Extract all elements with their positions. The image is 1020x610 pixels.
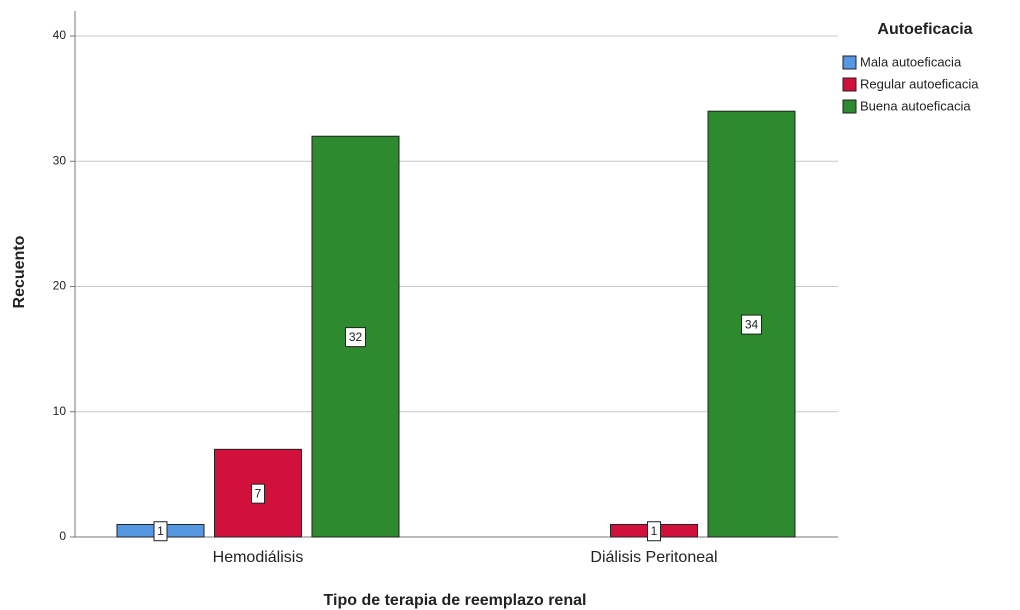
y-axis-title: Recuento: [11, 235, 28, 308]
y-tick-label: 20: [53, 279, 67, 293]
value-label-box: [647, 521, 661, 542]
x-tick-label: Diálisis Peritoneal: [590, 549, 717, 566]
legend-title: Autoeficacia: [877, 21, 972, 38]
y-tick-label: 0: [59, 529, 66, 543]
y-tick-label: 10: [53, 404, 67, 418]
legend-swatch: [842, 55, 857, 70]
legend-label: Buena autoeficacia: [860, 98, 971, 113]
legend-label: Regular autoeficacia: [860, 76, 979, 91]
legend-swatch: [842, 77, 857, 92]
value-label-box: [741, 314, 762, 335]
value-label: 1: [157, 524, 164, 538]
value-label: 1: [651, 524, 658, 538]
y-tick-label: 40: [53, 28, 67, 42]
legend-label: Mala autoeficacia: [860, 54, 962, 69]
x-axis-title: Tipo de terapia de reemplazo renal: [324, 592, 587, 609]
legend-swatch: [842, 99, 857, 114]
value-label: 7: [255, 486, 262, 500]
value-label-box: [153, 521, 168, 542]
y-tick-label: 30: [53, 153, 67, 167]
x-tick-label: Hemodiálisis: [213, 549, 304, 566]
value-label-box: [345, 327, 366, 348]
value-label-box: [251, 483, 265, 504]
value-label: 34: [745, 317, 759, 331]
value-label: 32: [349, 330, 363, 344]
